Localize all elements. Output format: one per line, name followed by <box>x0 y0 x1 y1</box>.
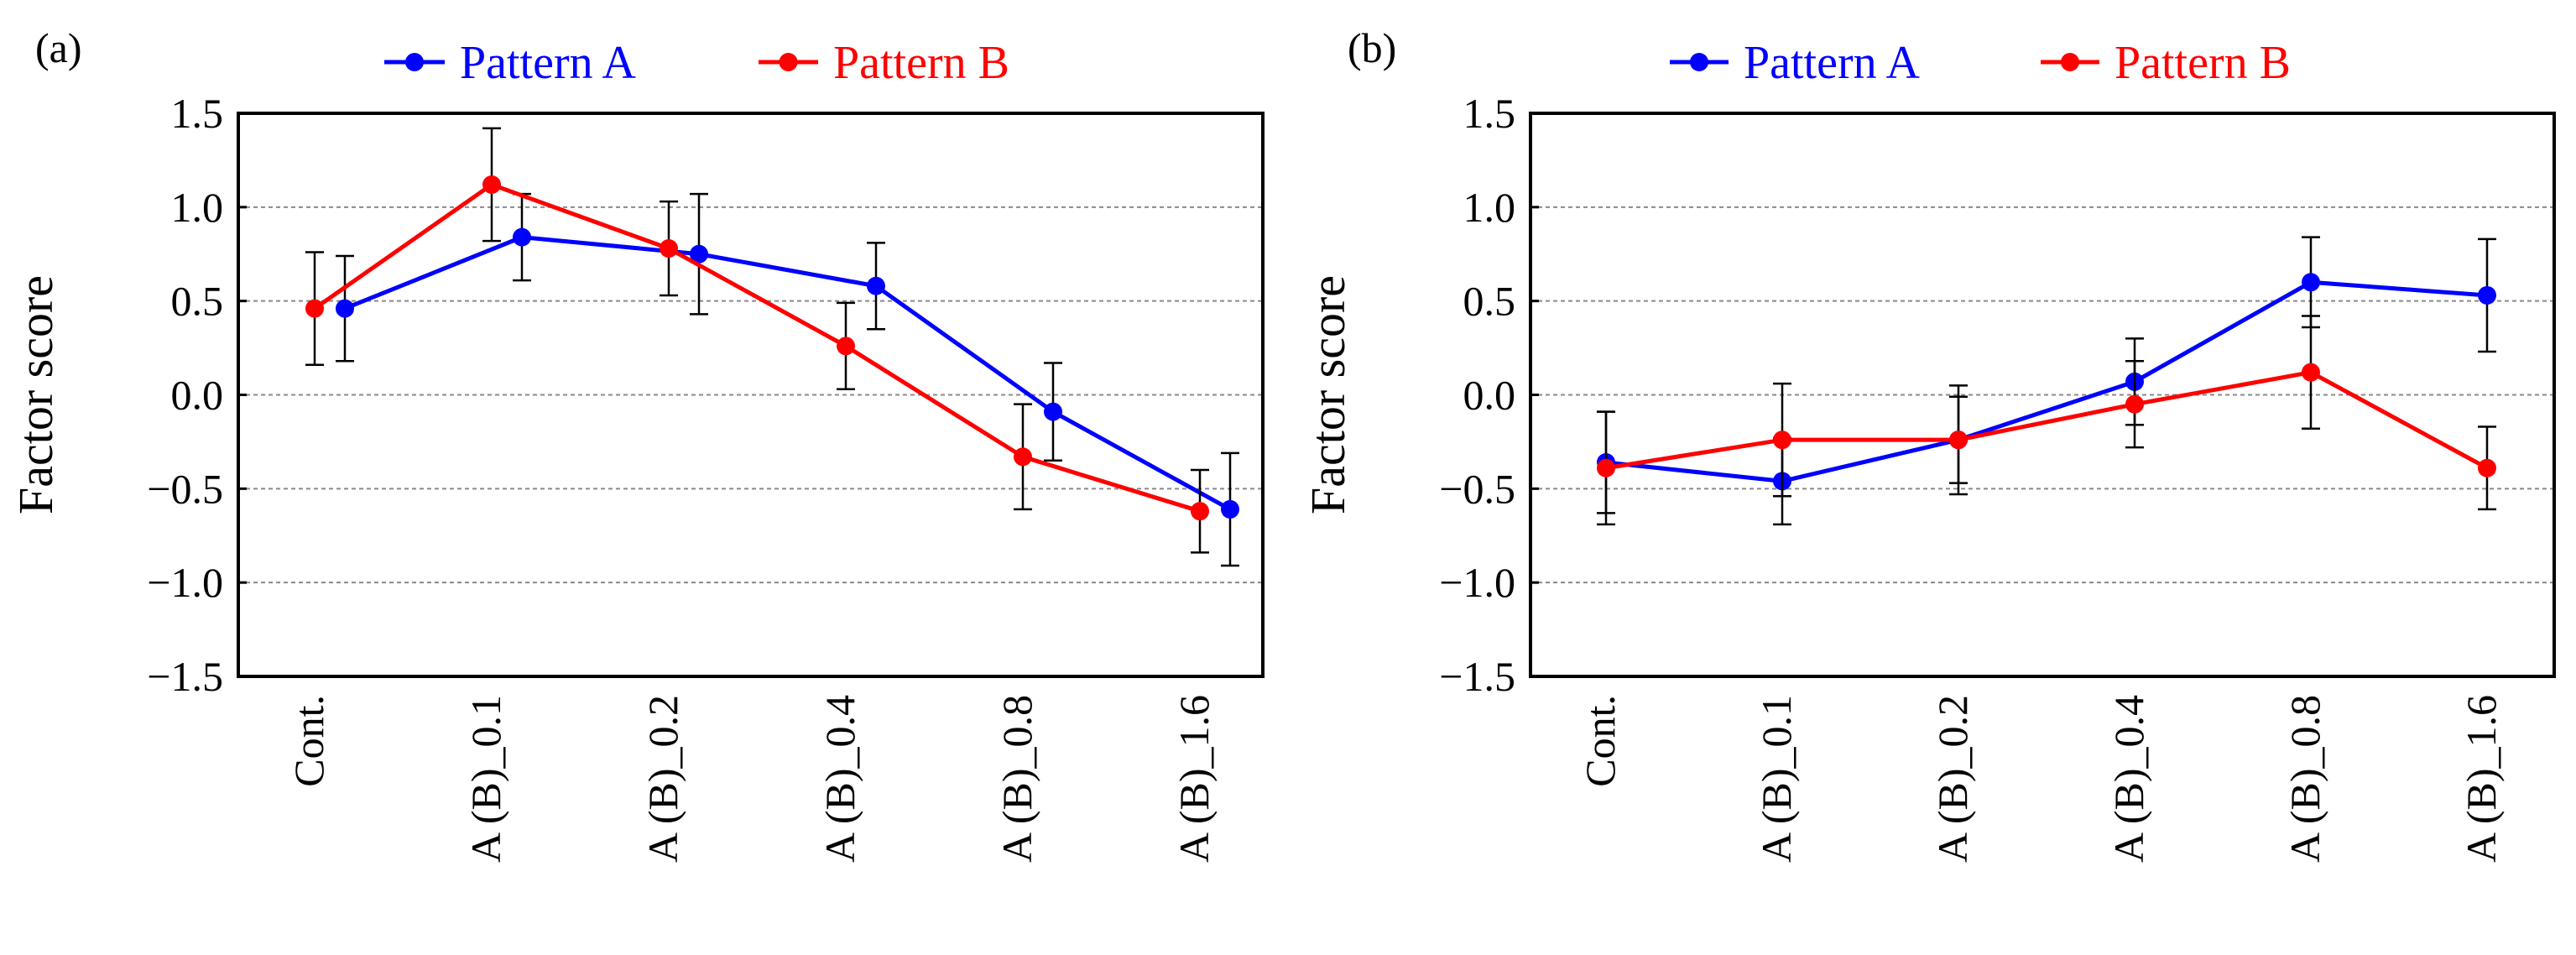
x-tick-label: A (B)_0.8 <box>2281 695 2328 863</box>
legend-label: Pattern B <box>833 37 1009 89</box>
y-tick-label: −1.0 <box>147 559 223 606</box>
data-point <box>513 227 531 247</box>
panel-label: (b) <box>1348 24 1396 71</box>
series-pattern-b <box>1597 315 2496 526</box>
y-tick-label: 1.0 <box>171 184 224 231</box>
data-point <box>2302 273 2320 292</box>
x-tick-label: A (B)_0.2 <box>639 695 686 863</box>
x-tick-label: A (B)_1.6 <box>1171 695 1218 863</box>
x-tick-label: A (B)_1.6 <box>2458 695 2505 863</box>
data-point <box>2478 285 2496 305</box>
y-tick-label: 0.5 <box>171 278 224 325</box>
series-line <box>1605 279 2488 483</box>
x-tick-label: A (B)_0.1 <box>462 695 509 863</box>
legend: Pattern A Pattern B <box>1670 37 2291 89</box>
x-tick-label: A (B)_0.4 <box>816 695 863 863</box>
x-tick-label: Cont. <box>1577 695 1624 787</box>
data-point <box>1773 431 1791 450</box>
data-point <box>1044 402 1062 421</box>
y-tick-label: −1.5 <box>147 653 223 700</box>
plot-area-frame <box>237 112 1265 678</box>
data-point <box>482 175 501 194</box>
legend-marker <box>1690 53 1708 71</box>
x-tick-label: A (B)_0.1 <box>1753 695 1800 863</box>
y-tick-label: −1.0 <box>1439 559 1515 606</box>
data-point <box>305 299 324 318</box>
data-point <box>1597 458 1615 478</box>
series-pattern-a <box>336 192 1239 567</box>
data-point <box>1221 499 1239 519</box>
y-tick-label: −0.5 <box>1439 465 1515 512</box>
y-tick-label: 1.0 <box>1463 184 1516 231</box>
y-tick-label: −0.5 <box>147 465 223 512</box>
legend-label: Pattern B <box>2115 37 2291 89</box>
data-point <box>2125 394 2144 414</box>
data-point <box>2478 458 2496 478</box>
plot-area-frame <box>1529 112 2556 678</box>
x-tick-label: A (B)_0.4 <box>2105 695 2152 863</box>
data-point <box>837 337 855 356</box>
legend: Pattern A Pattern B <box>384 37 1009 89</box>
data-point <box>1014 447 1032 467</box>
legend-marker <box>2061 53 2079 71</box>
y-tick-label: −1.5 <box>1439 653 1515 700</box>
y-tick-label: 0.0 <box>1463 372 1516 419</box>
chart-panel-b: 1.5 1.0 0.5 0.0 −0.5 −1.0 −1.5 Cont. A (B)_0.1 A … <box>1301 24 2556 863</box>
chart-panel-a: 1.5 1.0 0.5 0.0 −0.5 −1.0 −1.5 Cont. A (B)_0.1 A … <box>8 24 1265 863</box>
x-tick-label: Cont. <box>285 695 332 787</box>
x-tick-label: A (B)_0.2 <box>1929 695 1976 863</box>
y-tick-label: 1.5 <box>1463 90 1516 137</box>
panel-label: (a) <box>35 24 82 71</box>
data-point <box>336 299 354 318</box>
y-axis-title: Factor score <box>1301 275 1355 514</box>
legend-label: Pattern A <box>1744 37 1921 89</box>
series-pattern-a <box>1597 236 2496 526</box>
legend-marker <box>779 53 798 71</box>
x-tick-label: A (B)_0.8 <box>993 695 1040 863</box>
y-axis-title: Factor score <box>8 275 63 514</box>
data-point <box>1191 502 1209 521</box>
y-tick-label: 0.0 <box>171 372 224 419</box>
data-point <box>690 244 708 264</box>
data-point <box>660 239 678 258</box>
data-point <box>867 276 885 295</box>
series-line <box>344 235 1232 512</box>
series-line <box>1605 370 2489 471</box>
y-tick-label: 0.5 <box>1463 278 1516 325</box>
data-point <box>2302 363 2320 382</box>
legend-marker <box>405 53 424 71</box>
legend-label: Pattern A <box>460 37 637 89</box>
series-pattern-b <box>305 127 1209 554</box>
data-point <box>1949 431 1968 450</box>
y-tick-label: 1.5 <box>171 90 224 137</box>
series-line <box>313 182 1201 514</box>
